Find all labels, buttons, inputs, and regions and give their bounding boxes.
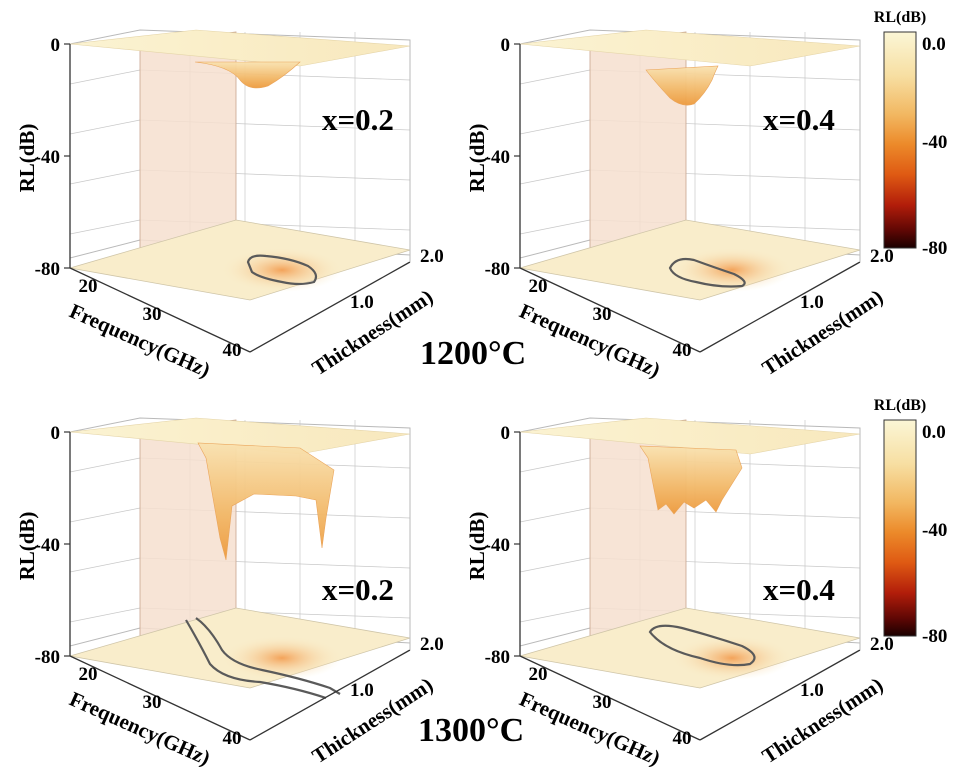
y-axis-line [249,261,411,353]
z-tick-label: -80 [35,259,60,280]
y-tick-label: 1.0 [800,680,824,701]
z-tick-label: -80 [485,647,510,668]
surface-dip [645,65,719,106]
x-axis-label: Frequency(GHz) [516,299,664,382]
x-axis-label: Frequency(GHz) [516,687,664,770]
y-tick-label: 1.0 [350,680,374,701]
x-axis-line [69,655,251,741]
surface-dip [194,61,301,89]
y-tick-label: 2.0 [870,246,894,267]
z-tick-label: -40 [35,147,60,168]
x-tick-label: 30 [143,304,162,325]
grid-line [69,607,141,623]
x-axis-line [519,655,701,741]
y-tick-label: 2.0 [870,634,894,655]
x-tick-label: 20 [529,276,548,297]
floor-contour [648,624,756,667]
grid-line [69,69,141,85]
colorbar-tick-label: 0.0 [922,422,946,443]
z-tick-label: -40 [35,535,60,556]
y-tick-label: 2.0 [420,634,444,655]
composition-annotation: x=0.2 [322,102,394,137]
grid-line [519,169,591,185]
colorbar-2: RL(dB) 0.0 -40 -80 [874,397,948,647]
floor-contour [185,617,341,700]
z-tick-label: 0 [51,35,61,56]
composition-annotation: x=0.4 [763,572,835,607]
x-axis-label: Frequency(GHz) [66,299,214,382]
floor-hotspot [222,636,342,680]
z-axis-label: RL(dB) [15,124,39,193]
x-axis-line [69,267,251,353]
z-tick-label: -80 [485,259,510,280]
grid-line [519,69,591,85]
surface-dip [639,445,743,515]
floor-contour [246,254,318,286]
colorbar-title: RL(dB) [874,397,926,414]
x-tick-label: 20 [529,664,548,685]
z-tick-label: 0 [501,423,511,444]
colorbar-1: RL(dB) 0.0 -40 -80 [874,9,948,259]
grid-line [519,557,591,573]
grid-line [69,219,141,235]
grid-line [519,507,591,523]
grid-line [69,457,141,473]
z-axis-label: RL(dB) [465,124,489,193]
temperature-label-1200: 1200°C [420,335,527,372]
y-axis-line [699,261,861,353]
x-tick-label: 40 [223,728,242,749]
y-tick-label: 2.0 [420,246,444,267]
colorbar-tick-label: -80 [922,238,947,259]
x-tick-label: 20 [79,276,98,297]
z-tick-label: -80 [35,647,60,668]
grid-line [519,219,591,235]
composition-annotation: x=0.2 [322,572,394,607]
z-axis-label: RL(dB) [15,512,39,581]
y-axis-line [249,649,411,741]
z-axis-label: RL(dB) [465,512,489,581]
y-tick-label: 1.0 [800,292,824,313]
z-tick-label: -40 [485,535,510,556]
grid-line [519,607,591,623]
x-tick-label: 40 [223,340,242,361]
grid-line [69,507,141,523]
colorbar-gradient [883,31,917,249]
x-axis-line [519,267,701,353]
surface-dip [197,442,335,561]
composition-annotation: x=0.4 [763,102,835,137]
colorbar-tick-label: 0.0 [922,34,946,55]
x-axis-label: Frequency(GHz) [66,687,214,770]
grid-line [519,119,591,135]
grid-line [69,557,141,573]
x-tick-label: 30 [593,304,612,325]
y-axis-line [699,649,861,741]
y-tick-label: 1.0 [350,292,374,313]
colorbar-gradient [883,419,917,637]
colorbar-title: RL(dB) [874,9,926,26]
floor-hotspot [672,248,792,292]
colorbar-tick-label: -40 [922,132,947,153]
floor-hotspot [222,248,342,292]
x-tick-label: 40 [673,728,692,749]
x-tick-label: 40 [673,340,692,361]
colorbar-tick-label: -40 [922,520,947,541]
floor-hotspot [672,636,792,680]
grid-line [519,457,591,473]
x-tick-label: 20 [79,664,98,685]
grid-line [69,119,141,135]
colorbar-tick-label: -80 [922,626,947,647]
z-tick-label: 0 [501,35,511,56]
x-tick-label: 30 [593,692,612,713]
z-tick-label: -40 [485,147,510,168]
floor-contour [668,257,746,288]
temperature-label-1300: 1300°C [418,712,525,749]
x-tick-label: 30 [143,692,162,713]
z-tick-label: 0 [51,423,61,444]
grid-line [69,169,141,185]
